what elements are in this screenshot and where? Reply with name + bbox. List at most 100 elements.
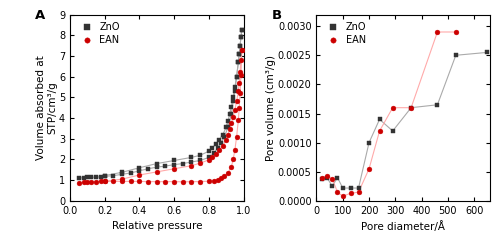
EAN [408,106,414,109]
ZnO [236,53,242,55]
ZnO [324,176,330,179]
EAN [225,171,231,174]
Line: ZnO: ZnO [76,28,244,181]
ZnO [453,54,459,57]
ZnO [318,177,324,180]
ZnO [119,173,125,176]
EAN [128,180,134,183]
ZnO [340,187,345,189]
ZnO [232,90,238,93]
ZnO [222,135,228,138]
ZnO [239,29,245,31]
EAN [434,30,440,33]
EAN [211,179,217,182]
EAN [171,180,177,183]
ZnO [180,162,186,165]
Line: ZnO: ZnO [320,50,490,190]
ZnO [81,176,87,179]
ZnO [348,187,354,189]
EAN [376,129,382,132]
EAN [340,195,345,198]
EAN [234,135,239,138]
X-axis label: Pore diameter/Å: Pore diameter/Å [362,221,445,232]
ZnO [334,176,340,179]
ZnO [228,113,234,115]
ZnO [154,166,160,169]
EAN [197,180,203,183]
ZnO [376,118,382,121]
EAN [214,178,220,181]
EAN [218,177,224,180]
EAN [356,191,362,194]
EAN [162,180,168,183]
EAN [180,180,186,183]
EAN [102,180,107,183]
ZnO [93,176,99,179]
ZnO [236,61,242,64]
EAN [348,192,354,195]
EAN [230,158,236,161]
Text: A: A [36,9,46,22]
EAN [98,180,104,183]
EAN [236,106,242,109]
ZnO [390,129,396,132]
EAN [93,180,99,183]
EAN [232,149,238,151]
ZnO [128,171,134,174]
Line: EAN: EAN [320,30,458,199]
ZnO [484,51,490,54]
ZnO [136,169,142,172]
ZnO [366,141,372,144]
ZnO [145,167,151,170]
EAN [318,176,324,179]
ZnO [88,176,94,179]
ZnO [197,159,203,162]
EAN [119,180,125,183]
ZnO [188,160,194,163]
EAN [228,165,234,168]
EAN [154,180,160,183]
EAN [136,180,142,183]
ZnO [238,36,244,39]
EAN [110,180,116,183]
ZnO [102,175,107,178]
ZnO [230,100,236,103]
EAN [324,175,330,178]
EAN [81,181,87,184]
X-axis label: Relative pressure: Relative pressure [112,221,202,231]
ZnO [211,152,217,155]
EAN [239,48,245,51]
EAN [238,73,244,76]
ZnO [234,75,239,78]
ZnO [356,187,362,189]
Y-axis label: Pore volume (cm³/g): Pore volume (cm³/g) [266,55,276,161]
Legend: ZnO, EAN: ZnO, EAN [322,19,369,48]
EAN [88,180,94,183]
EAN [236,119,242,121]
Y-axis label: Volume absorbed at
STP/cm³/g: Volume absorbed at STP/cm³/g [36,55,58,160]
ZnO [225,126,231,129]
ZnO [76,177,82,180]
ZnO [408,106,414,109]
EAN [329,177,335,180]
ZnO [84,176,90,179]
ZnO [434,103,440,106]
ZnO [171,163,177,166]
Line: EAN: EAN [76,47,244,185]
EAN [145,180,151,183]
ZnO [98,175,104,178]
EAN [76,181,82,184]
ZnO [162,165,168,167]
ZnO [206,156,212,159]
Text: B: B [272,9,281,22]
ZnO [218,141,224,144]
ZnO [237,44,243,47]
EAN [237,92,243,95]
ZnO [110,174,116,177]
EAN [206,180,212,183]
EAN [453,30,459,33]
EAN [84,181,90,183]
ZnO [329,185,335,188]
EAN [334,191,340,194]
EAN [222,175,228,178]
